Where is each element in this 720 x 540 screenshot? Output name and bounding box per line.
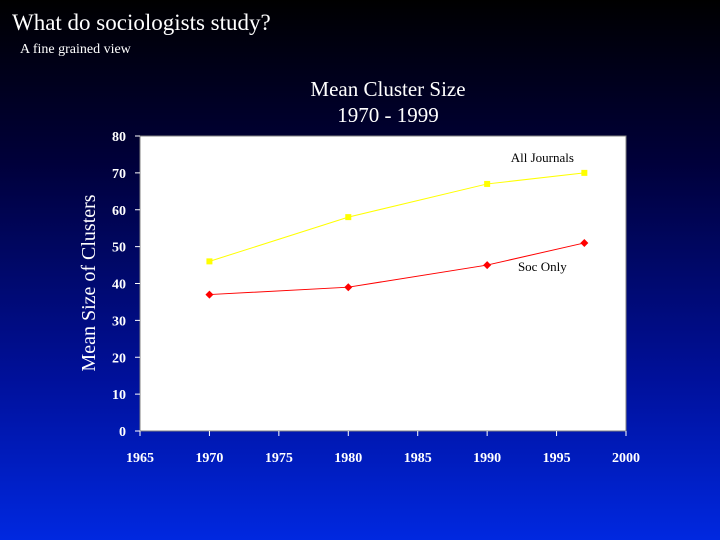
x-tick-label: 1995 [543,451,571,466]
y-tick-label: 10 [112,388,126,403]
y-axis-label: Mean Size of Clusters [78,194,100,371]
series-line-1 [209,242,585,296]
data-point [206,258,213,265]
x-tick-label: 1970 [195,451,223,466]
y-tick-label: 40 [112,278,126,293]
data-point [205,290,214,299]
data-point [344,283,353,292]
data-point [345,214,352,221]
series-line-0 [209,172,585,262]
x-tick-label: 1965 [126,451,154,466]
x-tick-label: 1990 [473,451,501,466]
series-label-0: All Journals [511,150,574,165]
y-tick-label: 0 [119,425,126,440]
x-tick-label: 1975 [265,451,293,466]
y-tick-label: 60 [112,204,126,219]
data-point [580,238,589,247]
y-tick-label: 50 [112,241,126,256]
y-tick-label: 20 [112,351,126,366]
series-label-1: Soc Only [518,259,567,274]
y-tick-label: 30 [112,314,126,329]
chart-title-line-1: Mean Cluster Size [310,77,466,101]
x-tick-label: 2000 [612,451,640,466]
slide-subtitle: A fine grained view [20,42,131,57]
y-tick-label: 80 [112,130,126,145]
x-tick-label: 1985 [404,451,432,466]
chart-title: Mean Cluster Size 1970 - 1999 [288,76,488,128]
data-point [484,180,491,187]
data-point [581,169,588,176]
y-tick-label: 70 [112,167,126,182]
plot-area [139,135,627,432]
chart-title-line-2: 1970 - 1999 [337,103,439,127]
x-tick-label: 1980 [334,451,362,466]
slide-title: What do sociologists study? [12,10,271,35]
data-point [483,261,492,270]
